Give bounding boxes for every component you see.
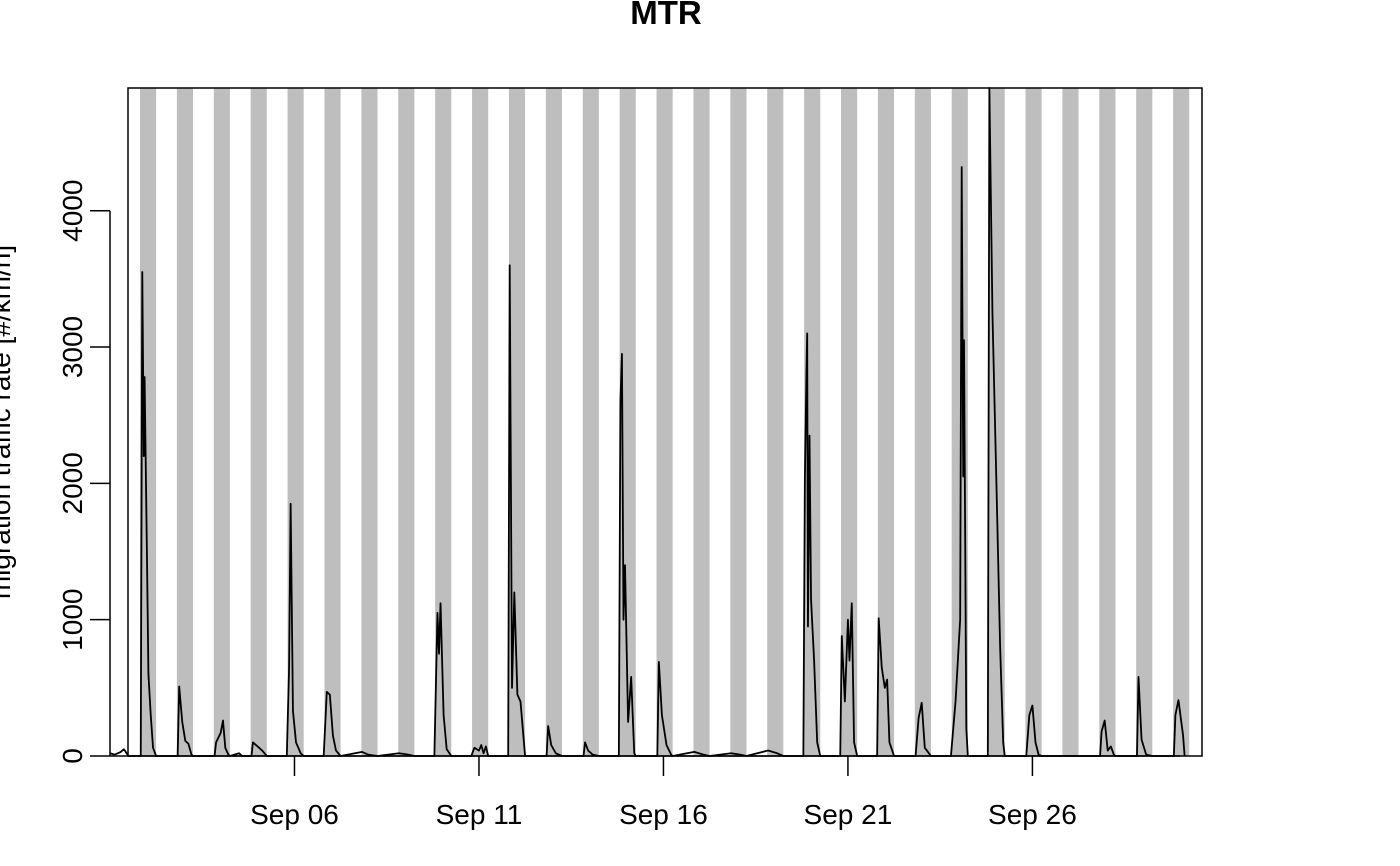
- chart-title: MTR: [630, 0, 702, 31]
- night-shading: [139, 88, 1190, 756]
- night-band: [914, 88, 931, 756]
- mtr-series-line: [109, 87, 1186, 757]
- y-axis-label: migration traffic rate [#/km/h]: [0, 245, 16, 599]
- x-axis: Sep 06 Sep 11 Sep 16 Sep 21 Sep 26: [110, 755, 1180, 830]
- night-band: [1062, 88, 1079, 756]
- y-tick-label: 2000: [57, 452, 88, 514]
- night-band: [435, 88, 452, 756]
- night-band: [398, 88, 415, 756]
- night-band: [250, 88, 267, 756]
- x-tick-label: Sep 06: [250, 799, 339, 830]
- night-band: [767, 88, 784, 756]
- night-band: [1099, 88, 1116, 756]
- night-band: [213, 88, 230, 756]
- night-band: [139, 88, 157, 756]
- night-band: [1136, 88, 1153, 756]
- night-band: [545, 88, 562, 756]
- night-band: [988, 88, 1005, 756]
- night-band: [582, 88, 599, 756]
- night-band: [508, 88, 526, 756]
- y-axis: 0 1000 2000 3000 4000: [57, 180, 111, 764]
- night-band: [730, 88, 747, 756]
- y-tick-label: 3000: [57, 316, 88, 378]
- night-band: [656, 88, 673, 756]
- night-band: [324, 88, 341, 756]
- x-tick-label: Sep 21: [804, 799, 893, 830]
- night-band: [877, 88, 895, 756]
- x-tick-label: Sep 11: [436, 799, 523, 830]
- y-tick-label: 4000: [57, 180, 88, 242]
- night-band: [841, 88, 858, 756]
- x-tick-label: Sep 16: [619, 799, 708, 830]
- y-tick-label: 0: [57, 748, 88, 764]
- night-band: [361, 88, 378, 756]
- night-band: [1025, 88, 1042, 756]
- x-tick-label: Sep 26: [988, 799, 1077, 830]
- night-band: [176, 88, 194, 756]
- night-band: [1173, 88, 1190, 756]
- night-band: [472, 88, 489, 756]
- series-group: [109, 87, 1186, 757]
- night-band: [951, 88, 968, 756]
- night-band: [693, 88, 710, 756]
- y-tick-label: 1000: [57, 589, 88, 651]
